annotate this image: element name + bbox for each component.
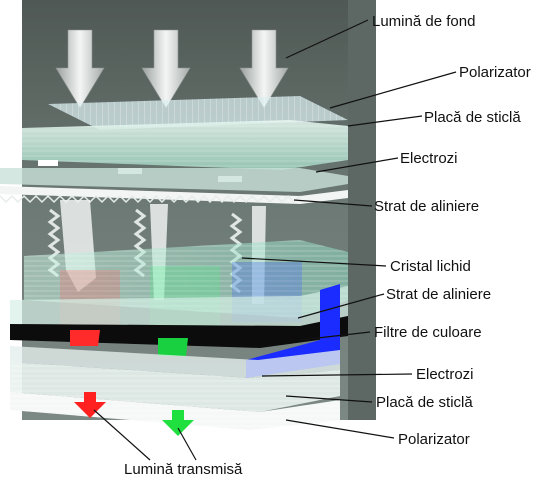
leader-polarizer-bottom: [285, 419, 395, 439]
backlight-arrows: [55, 29, 289, 109]
label-glass-top: Placă de sticlă: [424, 109, 521, 126]
diagram-background-right: [348, 0, 376, 420]
transmitted-red: [74, 392, 106, 418]
label-polarizer-top: Polarizator: [459, 64, 531, 81]
label-polarizer-bottom: Polarizator: [398, 431, 470, 448]
electrode-top-1: [38, 160, 58, 166]
transmitted-light: [74, 392, 194, 436]
leader-transmitted-red: [93, 409, 151, 461]
leader-glass-bottom: [285, 395, 373, 403]
backlight-arrow-2: [141, 29, 191, 109]
leader-glass-top: [347, 115, 423, 127]
label-backlight: Lumină de fond: [372, 13, 476, 30]
top-glass-stack: [0, 96, 348, 204]
leader-backlight: [285, 19, 369, 59]
leader-transmitted-green: [177, 427, 197, 461]
label-alignment-top: Strat de aliniere: [374, 198, 480, 215]
label-electrodes-top: Electrozi: [400, 150, 458, 167]
leader-electrodes-bottom: [261, 373, 413, 377]
label-color-filters: Filtre de culoare: [374, 324, 482, 341]
leader-alignment-bottom: [297, 293, 385, 319]
bottom-alignment-layer: [10, 286, 348, 326]
label-transmitted-light: Lumină transmisă: [124, 461, 243, 478]
label-glass-bottom: Placă de sticlă: [376, 394, 473, 411]
top-electrode-plate: [0, 168, 348, 192]
leader-electrodes-top: [315, 157, 399, 173]
backlight-arrow-3: [239, 29, 289, 109]
leader-lines: [93, 19, 457, 461]
label-liquid-crystal: Cristal lichid: [390, 258, 471, 275]
leader-alignment-top: [293, 199, 373, 207]
label-electrodes-bottom: Electrozi: [416, 366, 474, 383]
filter-red: [70, 330, 100, 346]
leader-liquid-crystal: [241, 257, 387, 267]
backlight-arrow-1: [55, 29, 105, 109]
leader-color-filters: [299, 331, 371, 341]
label-alignment-bottom: Strat de aliniere: [386, 286, 492, 303]
leader-polarizer-top: [329, 71, 457, 109]
bottom-electrode-plate: [10, 346, 340, 378]
filter-green: [158, 338, 188, 356]
transmitted-green: [162, 410, 194, 436]
